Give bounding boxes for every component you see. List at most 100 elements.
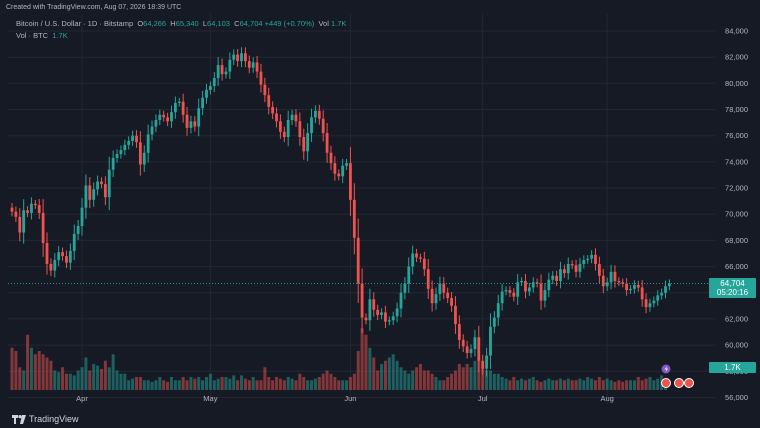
volume-bar bbox=[317, 377, 321, 390]
us-flag-event-icon[interactable] bbox=[684, 378, 694, 388]
volume-bar bbox=[61, 367, 65, 390]
candle-body bbox=[279, 121, 282, 132]
volume-bar bbox=[142, 380, 146, 390]
candle-body bbox=[512, 292, 516, 297]
volume-bar bbox=[558, 378, 562, 390]
ohlc-close: C64,704 bbox=[234, 19, 263, 28]
volume-bar bbox=[356, 351, 360, 390]
candle-body bbox=[551, 275, 555, 280]
volume-bar bbox=[189, 377, 193, 390]
volume-bar bbox=[597, 377, 601, 390]
volume-bar bbox=[259, 380, 263, 390]
candle-body bbox=[197, 108, 201, 127]
price-axis[interactable]: 84,000 82,000 80,000 78,000 76,000 74,000 72,0… bbox=[725, 27, 748, 402]
candle-body bbox=[469, 349, 473, 353]
candle-body bbox=[271, 106, 275, 114]
candle-body bbox=[76, 226, 80, 234]
price-tick-label: 66,000 bbox=[725, 262, 748, 271]
us-flag-event-icon[interactable] bbox=[674, 378, 684, 388]
volume-badge: 1.7K bbox=[709, 362, 756, 373]
candle-body bbox=[30, 203, 33, 213]
volume-bar bbox=[535, 380, 539, 390]
volume-bar bbox=[212, 380, 216, 390]
volume-bar bbox=[193, 378, 197, 390]
volume-bar bbox=[267, 377, 271, 390]
candle-body bbox=[352, 199, 356, 238]
candle-body bbox=[135, 135, 138, 143]
candle-body bbox=[496, 303, 500, 318]
candle-body bbox=[321, 118, 325, 134]
volume-bar bbox=[33, 354, 37, 390]
candle-body bbox=[123, 144, 127, 151]
candle-body bbox=[617, 280, 621, 283]
candle-body bbox=[504, 290, 508, 292]
event-markers[interactable] bbox=[661, 364, 694, 388]
candle-body bbox=[524, 280, 527, 292]
candle-body bbox=[282, 131, 286, 138]
volume-bar bbox=[240, 375, 244, 390]
volume-bar bbox=[523, 380, 527, 390]
volume-bar bbox=[629, 380, 633, 390]
volume-bar bbox=[617, 380, 621, 390]
time-tick-label: Apr bbox=[76, 394, 88, 403]
candle-body bbox=[275, 113, 278, 122]
volume-bar bbox=[162, 380, 166, 390]
volume-bar bbox=[92, 364, 96, 390]
volume-bar bbox=[578, 378, 582, 390]
volume-series-legend[interactable]: Vol · BTC 1.7K bbox=[16, 31, 68, 40]
candle-body bbox=[399, 292, 403, 309]
candle-body bbox=[454, 305, 457, 325]
volume-bar bbox=[469, 367, 473, 390]
volume-bar bbox=[426, 370, 430, 390]
volume-bar bbox=[166, 381, 170, 390]
volume-bar bbox=[72, 375, 76, 390]
volume-bar bbox=[275, 377, 279, 390]
candle-body bbox=[10, 207, 14, 212]
volume-bar bbox=[395, 360, 399, 390]
candle-body bbox=[403, 283, 407, 293]
volume-bar bbox=[228, 378, 232, 390]
candle-body bbox=[189, 121, 193, 128]
candle-body bbox=[61, 252, 64, 257]
tradingview-brand-text: TradingView bbox=[29, 414, 79, 424]
volume-bar bbox=[290, 378, 294, 390]
volume-bar bbox=[158, 377, 162, 390]
volume-bar bbox=[430, 373, 434, 390]
volume-bar bbox=[380, 364, 384, 390]
candle-body bbox=[461, 339, 465, 347]
volume-bar bbox=[298, 373, 302, 390]
volume-bar bbox=[76, 370, 80, 390]
volume-bar bbox=[53, 370, 57, 390]
candle-body bbox=[660, 292, 664, 296]
volume-bar bbox=[333, 377, 337, 390]
price-tick-label: 82,000 bbox=[725, 53, 748, 62]
candle-body bbox=[430, 288, 434, 304]
candle-body bbox=[539, 283, 543, 301]
us-flag-event-icon[interactable] bbox=[661, 378, 671, 388]
candle-body bbox=[37, 205, 41, 213]
candle-body bbox=[465, 346, 469, 353]
candle-body bbox=[636, 284, 640, 288]
volume-bar bbox=[181, 377, 185, 390]
volume-bar bbox=[601, 380, 605, 390]
candle-body bbox=[317, 110, 321, 119]
price-tick-label: 56,000 bbox=[725, 393, 748, 402]
candle-body bbox=[201, 97, 205, 109]
candle-body bbox=[543, 290, 547, 301]
candle-body bbox=[481, 360, 485, 369]
price-tick-label: 78,000 bbox=[725, 105, 748, 114]
volume-bar bbox=[313, 378, 317, 390]
symbol-legend[interactable]: Bitcoin / U.S. Dollar · 1D · Bitstamp O6… bbox=[16, 19, 346, 28]
time-tick-label: Jul bbox=[478, 394, 488, 403]
time-tick-label: Aug bbox=[600, 394, 613, 403]
candle-body bbox=[395, 308, 399, 317]
candle-body bbox=[391, 316, 395, 321]
volume-bar bbox=[134, 377, 138, 390]
candle-body bbox=[65, 256, 68, 263]
tradingview-logo[interactable]: TradingView bbox=[12, 414, 79, 424]
volume-bar bbox=[570, 380, 574, 390]
time-axis[interactable]: Apr May Jun Jul Aug bbox=[76, 394, 614, 403]
volume-bar bbox=[14, 351, 18, 390]
candle-body bbox=[212, 78, 216, 86]
